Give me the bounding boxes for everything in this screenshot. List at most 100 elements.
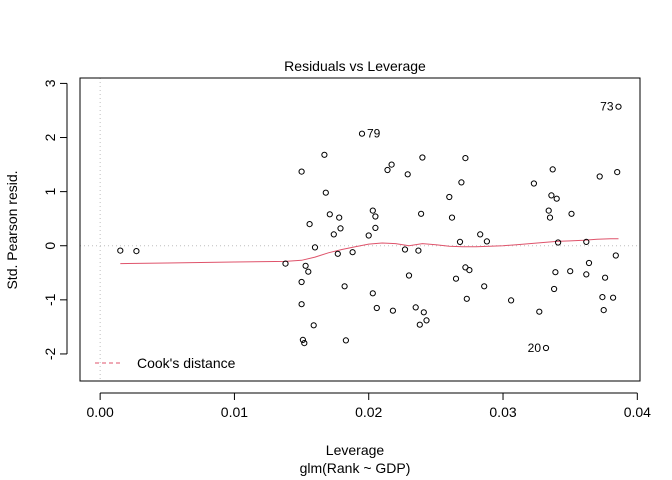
data-point xyxy=(483,238,490,245)
y-tick-label: 2 xyxy=(42,133,58,141)
data-point xyxy=(401,246,409,253)
data-point xyxy=(549,166,556,173)
data-point xyxy=(342,337,349,344)
data-point xyxy=(341,283,348,290)
data-point xyxy=(583,238,590,245)
data-point xyxy=(416,321,423,328)
data-point xyxy=(384,166,391,174)
data-point xyxy=(418,210,425,217)
y-axis: -2 -1 0 1 2 3 xyxy=(42,79,68,360)
data-point xyxy=(405,272,413,279)
data-point xyxy=(530,180,538,187)
data-point xyxy=(553,195,560,202)
data-point xyxy=(420,309,427,316)
smoother-line xyxy=(120,238,619,265)
data-point xyxy=(334,250,341,257)
plot-title: Residuals vs Leverage xyxy=(284,58,426,74)
data-point xyxy=(298,278,305,286)
legend-label: Cook's distance xyxy=(137,355,236,371)
data-point xyxy=(545,207,552,214)
x-axis-label: Leverage xyxy=(326,442,385,458)
data-point xyxy=(415,247,422,254)
data-point xyxy=(458,179,465,186)
data-point xyxy=(463,295,470,302)
data-point xyxy=(282,260,289,267)
points-layer xyxy=(117,103,622,352)
data-point xyxy=(446,193,453,201)
data-point xyxy=(466,267,473,274)
data-point xyxy=(301,340,308,347)
data-point xyxy=(305,268,312,275)
data-point xyxy=(602,274,609,281)
data-point xyxy=(462,155,469,162)
data-point xyxy=(365,232,372,239)
y-tick-label: -2 xyxy=(42,347,58,360)
x-tick-label: 0.00 xyxy=(87,404,114,420)
x-axis: 0.00 0.01 0.02 0.03 0.04 xyxy=(87,392,651,420)
data-point xyxy=(117,247,124,254)
data-point xyxy=(552,269,559,276)
data-point xyxy=(548,192,555,199)
data-point xyxy=(583,271,590,278)
point-label: 73 xyxy=(600,100,614,114)
data-point xyxy=(536,308,543,315)
data-point xyxy=(448,214,456,221)
data-point xyxy=(298,301,305,308)
data-point xyxy=(542,344,550,352)
data-point xyxy=(372,213,379,220)
data-point xyxy=(481,283,488,290)
x-tick-label: 0.02 xyxy=(355,404,382,420)
y-tick-label: 3 xyxy=(42,79,58,87)
point-labels: 79 73 20 xyxy=(367,100,614,355)
legend: Cook's distance xyxy=(95,355,236,371)
data-point xyxy=(310,322,317,329)
data-point xyxy=(612,252,619,259)
data-point xyxy=(456,238,464,245)
data-point xyxy=(404,171,411,178)
data-point xyxy=(311,244,319,251)
x-tick-label: 0.03 xyxy=(489,404,516,420)
reference-lines xyxy=(80,78,640,381)
data-point xyxy=(369,207,376,214)
data-point xyxy=(389,307,396,314)
data-point xyxy=(452,275,460,282)
point-label: 20 xyxy=(528,341,542,355)
data-point xyxy=(610,294,617,301)
data-point xyxy=(568,210,575,217)
y-tick-label: 0 xyxy=(42,242,58,250)
y-axis-label: Std. Pearson resid. xyxy=(4,170,20,289)
data-point xyxy=(299,336,306,343)
data-point xyxy=(596,173,603,180)
data-point xyxy=(551,285,558,293)
data-point xyxy=(477,231,484,238)
data-point xyxy=(546,214,554,221)
data-point xyxy=(337,225,344,232)
data-point xyxy=(349,249,356,256)
data-point xyxy=(322,189,329,196)
data-point xyxy=(373,304,380,312)
data-point xyxy=(298,168,305,175)
data-point xyxy=(388,161,395,168)
data-point xyxy=(567,268,574,275)
plot-frame xyxy=(79,77,641,382)
data-point xyxy=(615,103,622,110)
data-point xyxy=(600,307,607,314)
data-point xyxy=(412,304,419,311)
data-point xyxy=(614,169,621,176)
data-point xyxy=(321,151,328,158)
data-point xyxy=(133,248,140,255)
data-point xyxy=(508,297,515,304)
data-point xyxy=(599,294,606,301)
data-point xyxy=(336,214,343,221)
chart-title: Residuals vs Leverage xyxy=(284,58,426,74)
x-tick-label: 0.01 xyxy=(221,404,248,420)
data-point xyxy=(555,239,562,246)
data-point xyxy=(306,221,313,228)
data-point xyxy=(372,224,379,231)
data-point xyxy=(358,130,366,137)
model-formula-label: glm(Rank ~ GDP) xyxy=(300,460,411,476)
y-tick-label: 1 xyxy=(42,187,58,195)
data-point xyxy=(302,262,309,269)
point-label: 79 xyxy=(367,127,381,141)
